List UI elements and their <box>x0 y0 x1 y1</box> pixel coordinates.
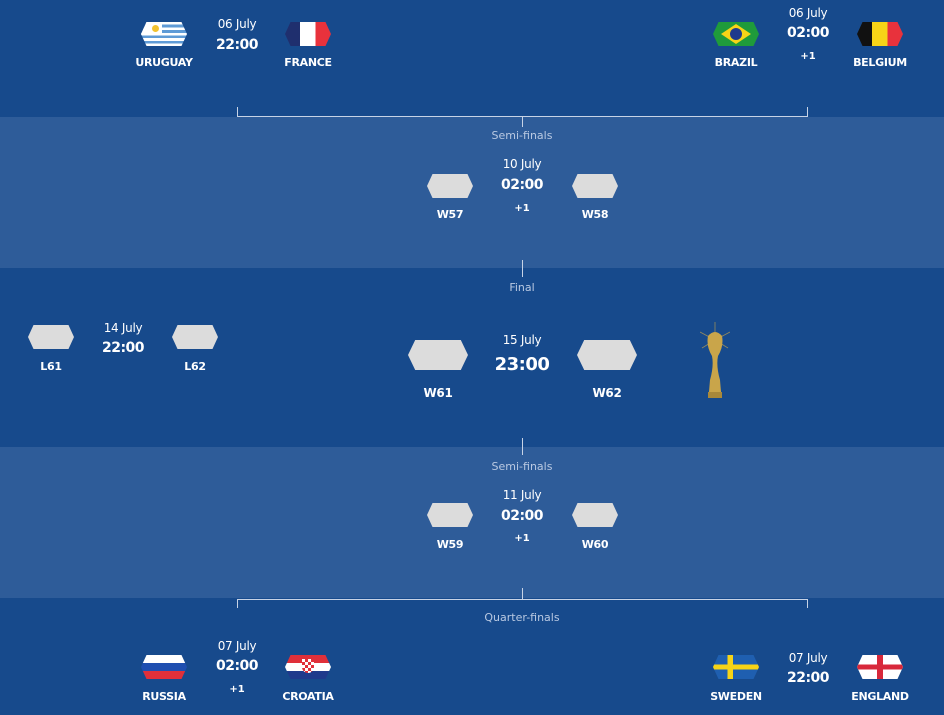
england-flag-icon <box>857 655 903 679</box>
stage-label: Quarter-finals <box>484 611 560 624</box>
semi-final-2-band <box>0 447 944 598</box>
team-name: L62 <box>184 360 206 373</box>
team-name: CROATIA <box>282 690 334 703</box>
match-date: 15 July <box>502 333 542 347</box>
placeholder-flag-icon <box>427 174 473 198</box>
match-date: 11 July <box>502 488 542 502</box>
match-date: 14 July <box>103 321 143 335</box>
bracket-line <box>237 599 238 608</box>
bracket-line <box>807 599 808 608</box>
next-day-marker: +1 <box>514 533 530 544</box>
stage-label: Semi-finals <box>491 129 553 142</box>
russia-flag-icon <box>141 655 187 679</box>
bracket-line <box>237 116 808 117</box>
match-date: 06 July <box>217 17 257 31</box>
team-name: FRANCE <box>284 56 332 69</box>
team-name: SWEDEN <box>710 690 762 703</box>
placeholder-flag-icon <box>172 325 218 349</box>
match-date: 07 July <box>217 639 257 653</box>
placeholder-flag-icon <box>577 340 637 370</box>
stage-label: Semi-finals <box>491 460 553 473</box>
team-name: RUSSIA <box>142 690 186 703</box>
quarter-finals-top-band <box>0 0 944 117</box>
team-name: URUGUAY <box>135 56 193 69</box>
next-day-marker: +1 <box>229 684 245 695</box>
placeholder-flag-icon <box>408 340 468 370</box>
match-time: 22:00 <box>786 670 830 686</box>
team-name: BELGIUM <box>853 56 907 69</box>
placeholder-flag-icon <box>427 503 473 527</box>
team-name: W62 <box>592 386 622 400</box>
placeholder-flag-icon <box>28 325 74 349</box>
match-time: 02:00 <box>500 508 544 524</box>
placeholder-flag-icon <box>572 503 618 527</box>
final-band <box>0 268 944 447</box>
sweden-flag-icon <box>713 655 759 679</box>
team-name: ENGLAND <box>851 690 909 703</box>
team-name: W59 <box>436 538 464 551</box>
semi-final-1-band <box>0 117 944 268</box>
bracket-line <box>522 117 523 127</box>
stage-label: Final <box>509 281 535 294</box>
next-day-marker: +1 <box>514 203 530 214</box>
team-name: W58 <box>581 208 609 221</box>
team-name: W61 <box>423 386 453 400</box>
next-day-marker: +1 <box>800 51 816 62</box>
bracket-line <box>237 107 238 117</box>
bracket-line <box>522 588 523 600</box>
match-time: 22:00 <box>101 340 145 356</box>
belgium-flag-icon <box>857 22 903 46</box>
team-name: BRAZIL <box>714 56 758 69</box>
match-date: 10 July <box>502 157 542 171</box>
bracket-line <box>237 599 808 600</box>
match-date: 07 July <box>788 651 828 665</box>
world-cup-trophy-icon <box>700 322 730 398</box>
croatia-flag-icon <box>285 655 331 679</box>
match-time: 22:00 <box>215 37 259 53</box>
bracket-line <box>807 107 808 117</box>
match-time: 02:00 <box>786 25 830 41</box>
placeholder-flag-icon <box>572 174 618 198</box>
match-time: 02:00 <box>215 658 259 674</box>
uruguay-flag-icon <box>141 22 187 46</box>
france-flag-icon <box>285 22 331 46</box>
brazil-flag-icon <box>713 22 759 46</box>
team-name: L61 <box>40 360 62 373</box>
match-time: 02:00 <box>500 177 544 193</box>
match-time: 23:00 <box>494 354 550 375</box>
match-date: 06 July <box>788 6 828 20</box>
team-name: W60 <box>581 538 609 551</box>
bracket-line <box>522 260 523 277</box>
team-name: W57 <box>436 208 464 221</box>
bracket-line <box>522 438 523 455</box>
